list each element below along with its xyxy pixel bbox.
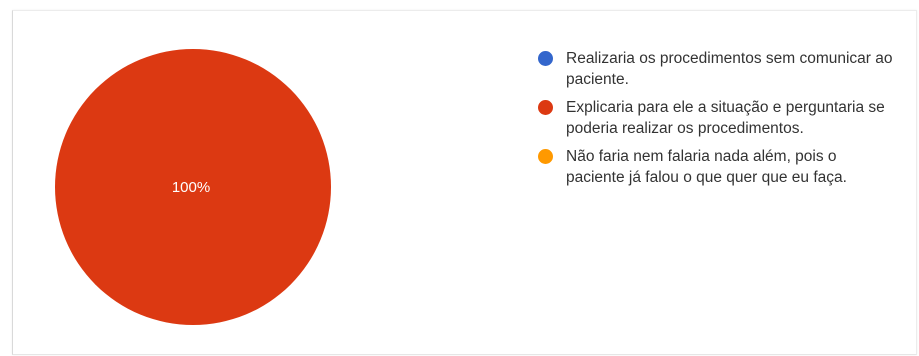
legend-label: Explicaria para ele a situação e pergunt… [566,99,885,137]
legend-label: Realizaria os procedimentos sem comunica… [566,50,893,88]
legend-swatch-orange-icon [538,149,553,164]
legend-item[interactable]: Não faria nem falaria nada além, pois o … [538,146,898,188]
legend-swatch-red-icon [538,100,553,115]
legend-label: Não faria nem falaria nada além, pois o … [566,148,847,186]
legend-item[interactable]: Explicaria para ele a situação e pergunt… [538,97,898,139]
legend-swatch-blue-icon [538,51,553,66]
chart-card: 100% Realizaria os procedimentos sem com… [12,10,917,355]
chart-legend: Realizaria os procedimentos sem comunica… [538,48,898,195]
legend-item[interactable]: Realizaria os procedimentos sem comunica… [538,48,898,90]
pie-slice[interactable] [55,49,331,325]
pie-chart: 100% [53,47,333,327]
pie-slice-label: 100% [172,179,210,196]
pie-chart-svg: 100% [55,49,331,325]
